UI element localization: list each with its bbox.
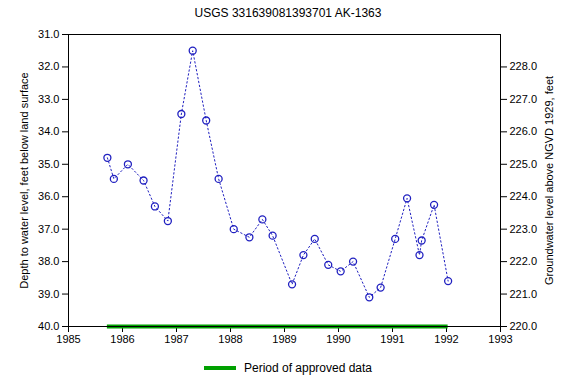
- svg-text:Groundwater level above NGVD 1: Groundwater level above NGVD 1929, feet: [543, 76, 555, 285]
- svg-text:221.0: 221.0: [510, 288, 538, 300]
- svg-text:226.0: 226.0: [510, 125, 538, 137]
- svg-text:1993: 1993: [488, 333, 512, 345]
- svg-text:1991: 1991: [380, 333, 404, 345]
- svg-text:35.0: 35.0: [38, 158, 59, 170]
- svg-text:1990: 1990: [326, 333, 350, 345]
- svg-text:39.0: 39.0: [38, 288, 59, 300]
- svg-text:31.0: 31.0: [38, 28, 59, 40]
- svg-text:1986: 1986: [110, 333, 134, 345]
- svg-text:220.0: 220.0: [510, 320, 538, 332]
- svg-text:1989: 1989: [272, 333, 296, 345]
- svg-text:1987: 1987: [164, 333, 188, 345]
- svg-text:228.0: 228.0: [510, 60, 538, 72]
- svg-text:36.0: 36.0: [38, 190, 59, 202]
- svg-text:1992: 1992: [434, 333, 458, 345]
- html-text:USGS 331639081393701 AK-1363: USGS 331639081393701 AK-1363: [194, 6, 382, 20]
- svg-text:223.0: 223.0: [510, 223, 538, 235]
- svg-text:37.0: 37.0: [38, 223, 59, 235]
- svg-text:222.0: 222.0: [510, 255, 538, 267]
- svg-text:1988: 1988: [218, 333, 242, 345]
- svg-text:225.0: 225.0: [510, 158, 538, 170]
- svg-text:38.0: 38.0: [38, 255, 59, 267]
- svg-text:Depth to water level, feet bel: Depth to water level, feet below land su…: [18, 72, 30, 288]
- html-text:Period of approved data: Period of approved data: [244, 361, 372, 375]
- svg-text:40.0: 40.0: [38, 320, 59, 332]
- svg-text:34.0: 34.0: [38, 125, 59, 137]
- svg-text:224.0: 224.0: [510, 190, 538, 202]
- svg-text:33.0: 33.0: [38, 93, 59, 105]
- svg-text:32.0: 32.0: [38, 60, 59, 72]
- svg-text:1985: 1985: [56, 333, 80, 345]
- svg-text:227.0: 227.0: [510, 93, 538, 105]
